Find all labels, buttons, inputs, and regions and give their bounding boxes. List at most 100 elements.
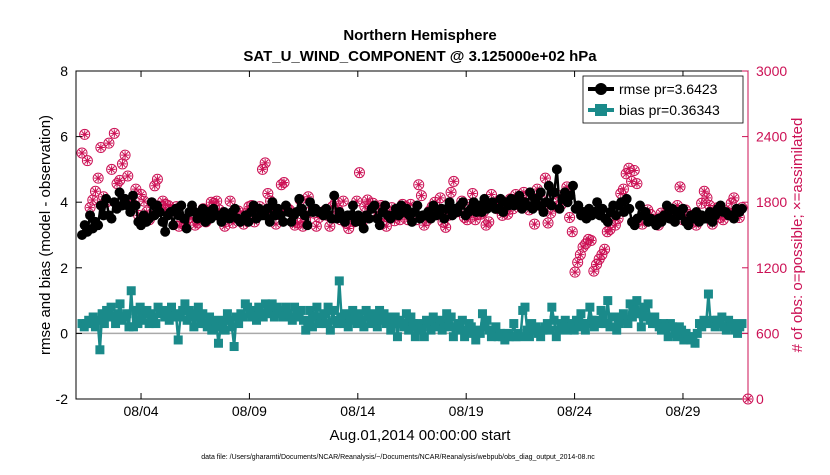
bias-point — [410, 332, 420, 342]
obs-count-point — [119, 149, 131, 161]
rmse-point — [621, 193, 632, 204]
rmse-point — [380, 200, 391, 211]
obs-assimilated-marker — [441, 223, 450, 232]
bias-point — [692, 328, 702, 338]
bias-point — [281, 302, 291, 312]
obs-assimilated-marker — [702, 193, 711, 202]
y-axis-label-right: # of obs: o=possible; ×=assimilated — [789, 118, 806, 353]
obs-count-point — [440, 221, 452, 233]
rmse-point — [565, 190, 576, 201]
bias-point — [571, 315, 581, 325]
rmse-point — [554, 203, 565, 214]
bias-point — [545, 325, 555, 335]
obs-assimilated-marker — [226, 197, 235, 206]
y-axis-left: -2 0 2 4 6 8 — [56, 63, 82, 407]
bias-point — [594, 319, 604, 329]
obs-assimilated-marker — [153, 175, 162, 184]
y-right-tick-label: 0 — [756, 391, 764, 407]
obs-possible-marker — [106, 163, 118, 175]
bias-point — [437, 325, 447, 335]
bias-point — [643, 299, 653, 309]
obs-assimilated-marker — [271, 220, 280, 229]
rmse-point — [130, 200, 141, 211]
y-tick-label: 4 — [60, 194, 68, 210]
bias-point — [486, 332, 496, 342]
bias-point — [198, 309, 208, 319]
obs-assimilated-marker — [131, 185, 140, 194]
obs-assimilated-marker — [86, 203, 95, 212]
bias-point — [126, 286, 136, 296]
obs-assimilated-marker — [676, 182, 685, 191]
rmse-point — [168, 220, 179, 231]
obs-assimilated-marker — [91, 187, 100, 196]
obs-assimilated-marker — [80, 130, 89, 139]
obs-count-point — [413, 179, 425, 191]
obs-assimilated-marker — [484, 217, 493, 226]
obs-possible-marker — [76, 147, 88, 159]
obs-assimilated-marker — [83, 156, 92, 165]
obs-possible-marker — [79, 128, 91, 140]
obs-possible-marker — [89, 185, 101, 197]
x-tick-label: 08/04 — [124, 403, 159, 419]
x-tick-label: 08/14 — [340, 403, 375, 419]
bias-point — [636, 322, 646, 332]
bias-point — [703, 289, 713, 299]
bias-point — [466, 322, 476, 332]
bias-point — [207, 325, 217, 335]
bias-point — [609, 312, 619, 322]
obs-possible-marker — [628, 164, 640, 176]
obs-assimilated-marker — [447, 188, 456, 197]
bias-point — [408, 319, 418, 329]
obs-possible-marker — [224, 195, 236, 207]
obs-count-point — [596, 249, 608, 261]
bias-point — [717, 312, 727, 322]
obs-assimilated-marker — [727, 199, 736, 208]
bias-point — [343, 322, 353, 332]
rmse-point — [243, 216, 254, 227]
obs-assimilated-marker — [96, 143, 105, 152]
obs-assimilated-marker — [697, 199, 706, 208]
bias-point — [191, 312, 201, 322]
obs-assimilated-marker — [673, 201, 682, 210]
obs-count-point — [599, 243, 611, 255]
obs-count-point — [445, 186, 457, 198]
obs-assimilated-marker — [587, 236, 596, 245]
bias-point — [111, 319, 121, 329]
bias-point — [542, 319, 552, 329]
bias-point — [229, 342, 239, 352]
bias-point — [477, 309, 487, 319]
bias-point — [419, 332, 429, 342]
bias-point — [135, 302, 145, 312]
bias-point — [531, 322, 541, 332]
obs-possible-marker — [122, 170, 134, 182]
rmse-point — [374, 220, 385, 231]
obs-possible-marker — [149, 180, 161, 192]
bias-point — [175, 312, 185, 322]
obs-assimilated-marker — [139, 197, 148, 206]
obs-count-point — [108, 127, 120, 139]
obs-assimilated-marker — [627, 177, 636, 186]
bias-point — [460, 332, 470, 342]
bias-point — [325, 325, 335, 335]
obs-count-point — [588, 265, 600, 277]
bias-point — [227, 322, 237, 332]
rmse-point — [176, 200, 187, 211]
obs-count-point — [631, 178, 643, 190]
obs-assimilated-marker — [611, 221, 620, 230]
bias-point — [417, 322, 427, 332]
rmse-series — [77, 164, 747, 240]
rmse-point — [101, 193, 112, 204]
bias-point — [522, 325, 532, 335]
obs-count-point — [81, 155, 93, 167]
bias-point — [260, 299, 270, 309]
bias-point — [549, 315, 559, 325]
y-tick-label: -2 — [56, 391, 69, 407]
obs-assimilated-marker — [115, 176, 124, 185]
obs-count-point — [448, 175, 460, 187]
bias-point — [361, 305, 371, 315]
obs-assimilated-marker — [312, 222, 321, 231]
bias-point — [690, 338, 700, 348]
obs-assimilated-marker — [541, 174, 550, 183]
obs-assimilated-marker — [185, 213, 194, 222]
